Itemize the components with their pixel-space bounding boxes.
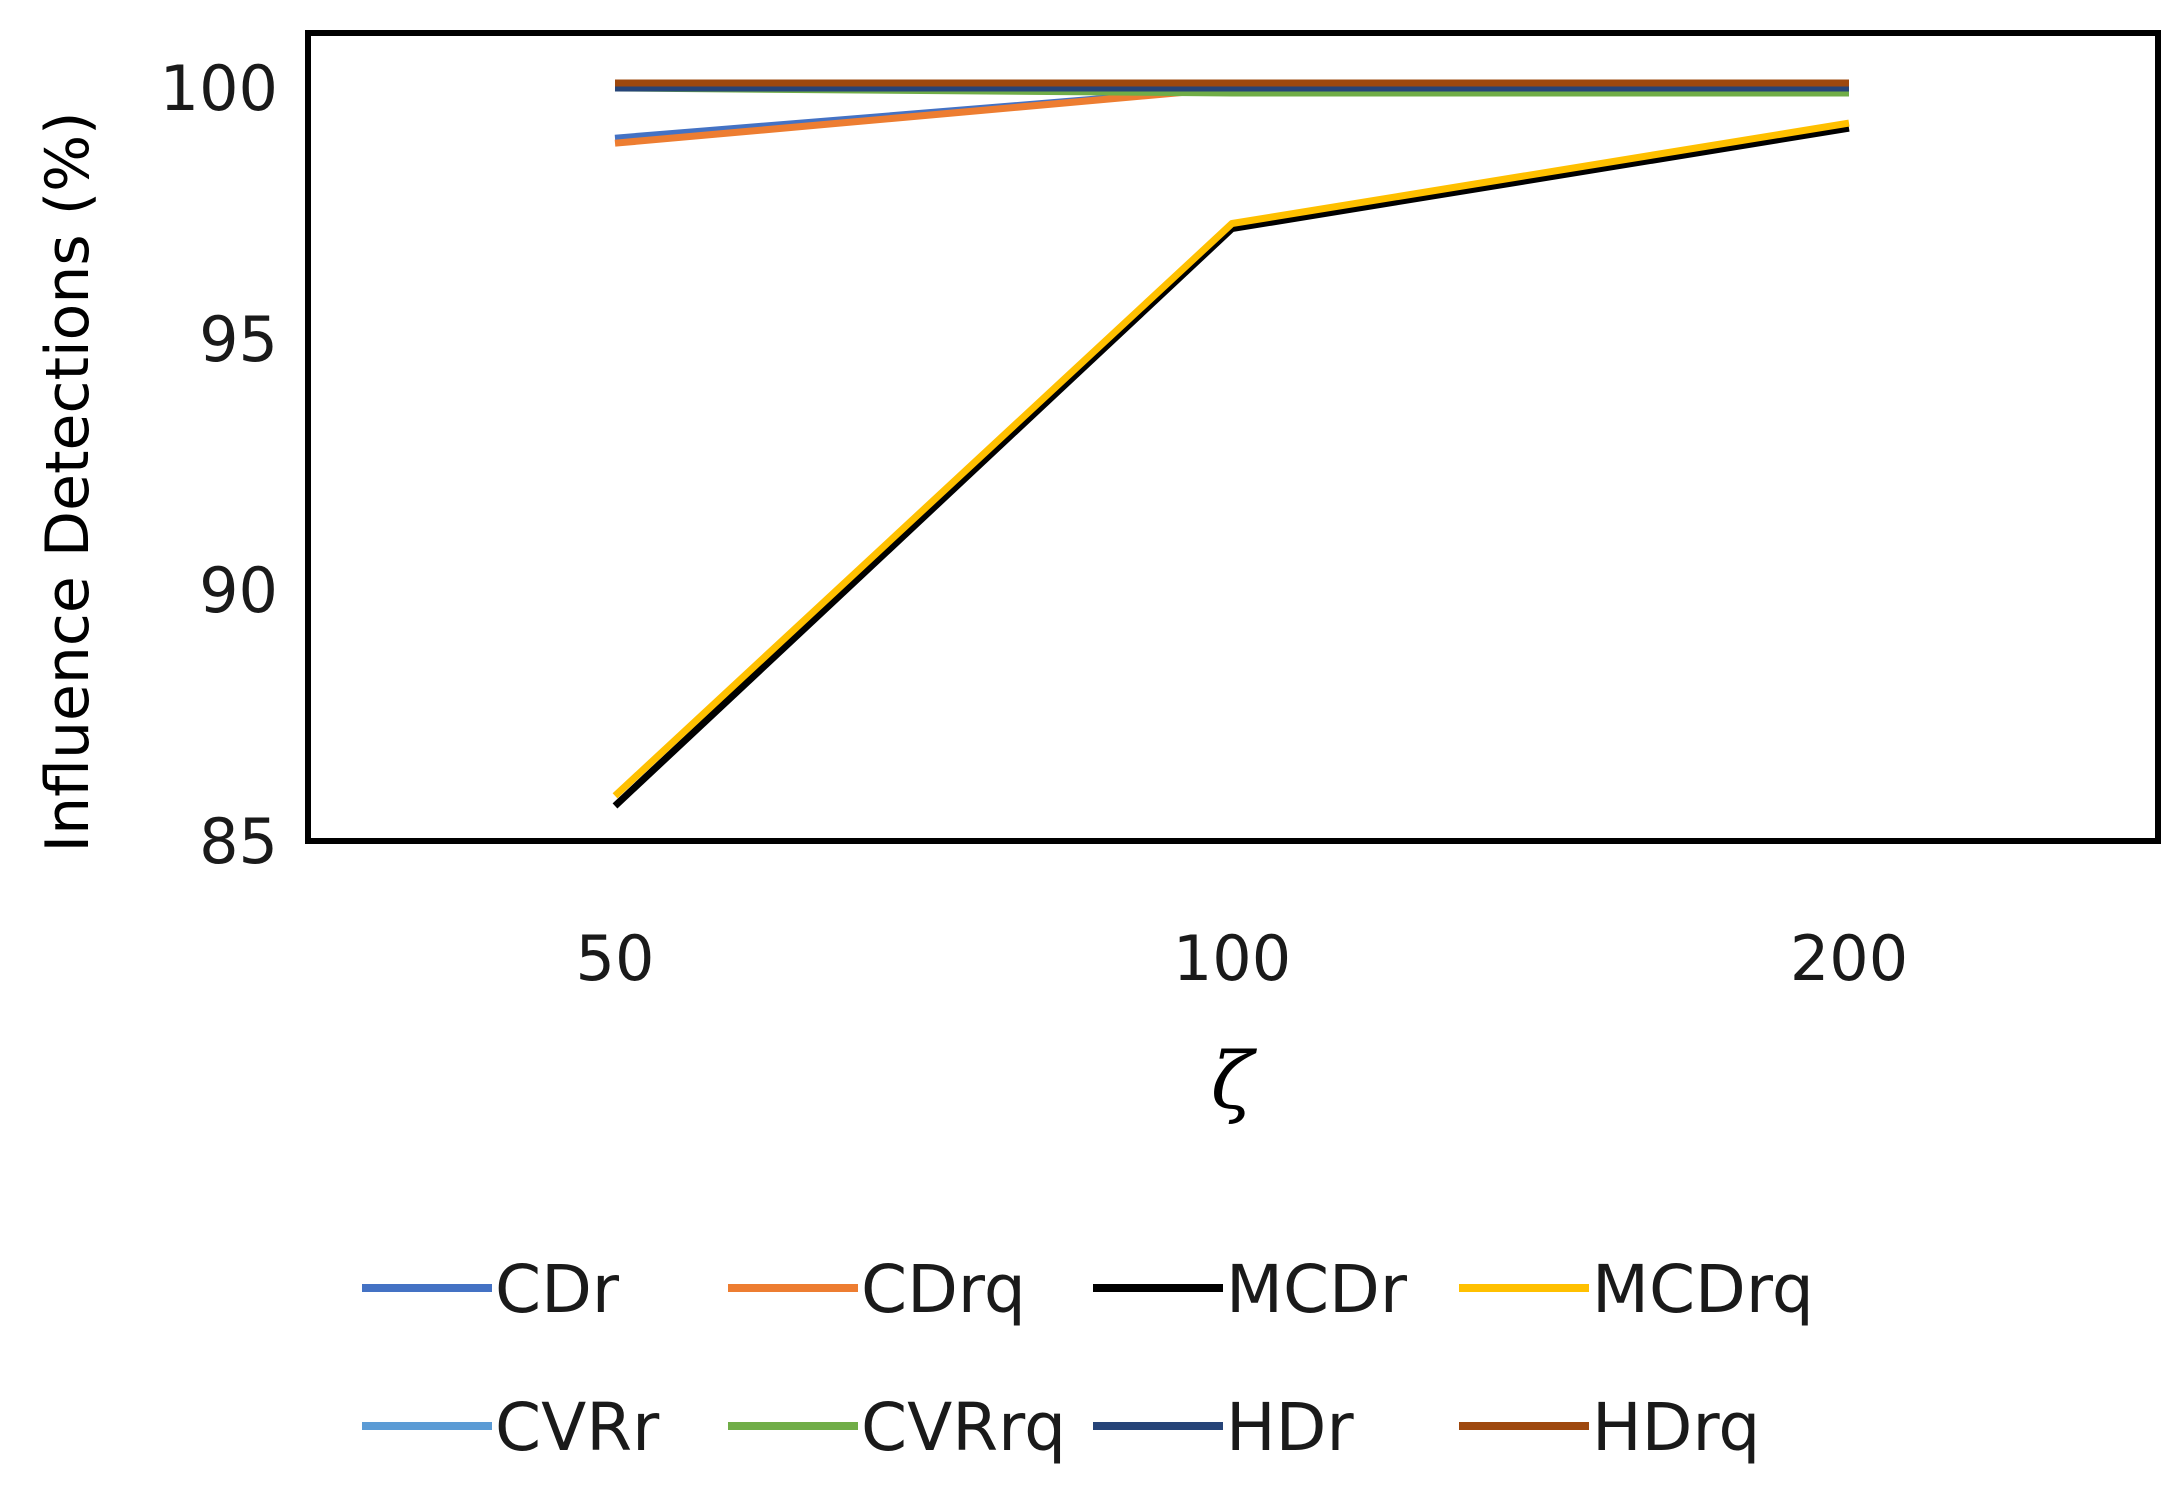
legend-label-hdrq: HDrq xyxy=(1592,1389,1760,1466)
y-axis-title: Influence Detections (%) xyxy=(33,111,103,852)
y-tick-label: 90 xyxy=(199,554,278,627)
y-tick-labels: 85 90 95 100 xyxy=(160,52,278,878)
legend-label-cdr: CDr xyxy=(495,1251,620,1328)
y-tick-label: 100 xyxy=(160,52,278,125)
x-tick-labels: 50 100 200 xyxy=(576,922,1909,995)
y-tick-label: 85 xyxy=(199,805,278,878)
series-line-mcdrq xyxy=(612,119,1850,799)
x-axis-title: ζ xyxy=(1211,1037,1258,1127)
legend-label-cvrr: CVRr xyxy=(495,1389,660,1466)
x-tick-label: 50 xyxy=(576,922,655,995)
legend-label-mcdrq: MCDrq xyxy=(1592,1251,1814,1328)
x-tick-label: 200 xyxy=(1790,922,1908,995)
legend-label-hdr: HDr xyxy=(1226,1389,1354,1466)
series-line-mcdr xyxy=(612,124,1850,809)
legend: CDr CDrq MCDr MCDrq CVRr CVRrq HDr HDrq xyxy=(362,1251,1814,1466)
legend-label-cdrq: CDrq xyxy=(861,1251,1026,1328)
x-tick-label: 100 xyxy=(1173,922,1291,995)
series-lines xyxy=(612,79,1850,809)
plot-area-frame xyxy=(305,30,2161,844)
y-tick-label: 95 xyxy=(199,303,278,376)
legend-label-cvrrq: CVRrq xyxy=(861,1389,1066,1466)
legend-label-mcdr: MCDr xyxy=(1226,1251,1408,1328)
